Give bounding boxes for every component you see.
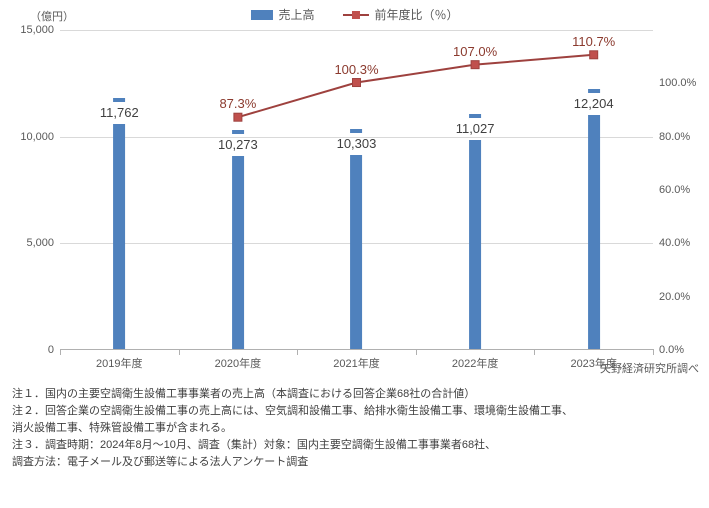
bar-cap [232,130,244,134]
y2-tick-label: 80.0% [659,131,703,143]
x-tick-label: 2022年度 [452,355,498,371]
x-tick-label: 2023年度 [570,355,616,371]
bar-cap [469,114,481,118]
legend-line-label: 前年度比（％） [375,6,459,23]
bar-value-label: 10,273 [218,137,258,152]
bar-slot: 10,3032021年度 [297,30,416,349]
bar-slot: 11,0272022年度 [416,30,535,349]
legend-bar-label: 売上高 [278,6,314,23]
x-separator [534,349,535,355]
x-tick-label: 2019年度 [96,355,142,371]
y1-tick-label: 5,000 [12,237,54,249]
note-1: 注１．国内の主要空調衛生設備工事事業者の売上高（本調査における回答企業68社の合… [12,386,697,403]
x-separator [297,349,298,355]
legend-swatch-line [343,10,369,20]
bar-slot: 11,7622019年度 [60,30,179,349]
x-separator [416,349,417,355]
legend-item-bar: 売上高 [250,6,314,23]
chart-legend: 売上高 前年度比（％） [250,6,458,23]
y1-tick-label: 10,000 [12,131,54,143]
bar [113,124,125,349]
y2-tick-label: 40.0% [659,237,703,249]
bar-slot: 12,2042023年度 [534,30,653,349]
bar-slot: 10,2732020年度 [179,30,298,349]
bar-value-label: 11,762 [100,105,139,120]
x-tick-label: 2021年度 [333,355,379,371]
x-separator [60,349,61,355]
bars-layer: 11,7622019年度10,2732020年度10,3032021年度11,0… [60,30,653,349]
chart-container: （億円） 売上高 前年度比（％） 11,7622019年度10,2732020年… [0,0,709,380]
bar [351,155,363,349]
bar-cap [351,129,363,133]
legend-item-line: 前年度比（％） [343,6,459,23]
note-2-line2: 消火設備工事、特殊管設備工事が含まれる。 [12,420,697,437]
plot-area: 11,7622019年度10,2732020年度10,3032021年度11,0… [60,30,653,350]
bar-value-label: 10,303 [337,136,377,151]
legend-swatch-bar [250,10,272,20]
y2-tick-label: 100.0% [659,77,703,89]
note-3-line1: 注３．調査時期：2024年8月～10月、調査（集計）対象：国内主要空調衛生設備工… [12,437,697,454]
y1-tick-label: 0 [12,344,54,356]
bar [588,115,600,349]
bar [232,156,244,349]
x-separator [653,349,654,355]
x-separator [179,349,180,355]
x-tick-label: 2020年度 [215,355,261,371]
note-3-line2: 調査方法：電子メール及び郵送等による法人アンケート調査 [12,454,697,471]
y1-unit-label: （億円） [30,8,74,24]
bar-cap [588,89,600,93]
y2-tick-label: 0.0% [659,344,703,356]
bar-value-label: 12,204 [574,96,614,111]
notes-block: 注１．国内の主要空調衛生設備工事事業者の売上高（本調査における回答企業68社の合… [0,380,709,481]
bar [469,140,481,349]
bar-cap [113,98,125,102]
y1-tick-label: 15,000 [12,24,54,36]
y2-tick-label: 20.0% [659,291,703,303]
bar-value-label: 11,027 [456,121,495,136]
note-2-line1: 注２．回答企業の空調衛生設備工事の売上高には、空気調和設備工事、給排水衛生設備工… [12,403,697,420]
y2-tick-label: 60.0% [659,184,703,196]
